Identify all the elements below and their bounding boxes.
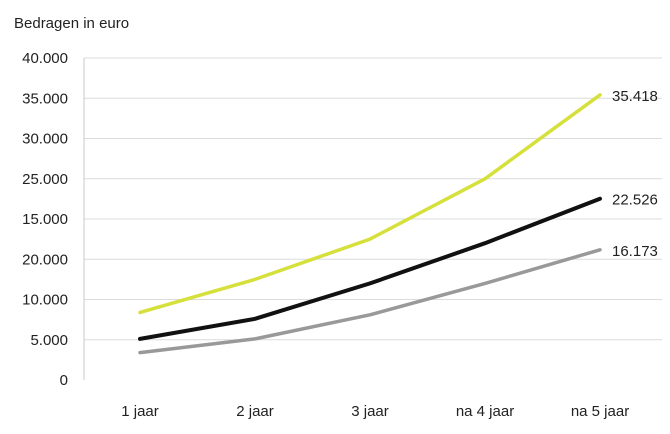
y-tick-label: 10.000 [22, 292, 68, 309]
x-tick-labels: 1 jaar 2 jaar 3 jaar na 4 jaar na 5 jaar [121, 403, 629, 420]
end-value-labels: 35.418 22.526 16.173 [612, 88, 658, 260]
x-tick-label: 1 jaar [121, 403, 159, 420]
end-value-label: 16.173 [612, 243, 658, 260]
x-tick-label: 2 jaar [236, 403, 274, 420]
y-tick-label: 35.000 [22, 90, 68, 107]
series-lines [138, 93, 602, 355]
y-tick-label: 5.000 [30, 332, 68, 349]
y-tick-label: 25.000 [22, 171, 68, 188]
end-value-label: 35.418 [612, 88, 658, 105]
series-line [138, 196, 602, 341]
end-value-label: 22.526 [612, 192, 658, 209]
y-tick-label: 15.000 [22, 211, 68, 228]
y-tick-label: 0 [60, 372, 68, 389]
y-tick-label: 30.000 [22, 131, 68, 148]
y-tick-label: 20.000 [22, 251, 68, 268]
y-tick-labels: 0 5.000 10.000 20.000 15.000 25.000 30.000 35.0… [22, 50, 68, 389]
series-line [138, 248, 602, 355]
x-tick-label: 3 jaar [351, 403, 389, 420]
x-tick-label: na 4 jaar [456, 403, 514, 420]
series-line [138, 93, 602, 315]
x-tick-label: na 5 jaar [571, 403, 629, 420]
y-axis-title: Bedragen in euro [14, 15, 129, 32]
y-tick-label: 40.000 [22, 50, 68, 67]
